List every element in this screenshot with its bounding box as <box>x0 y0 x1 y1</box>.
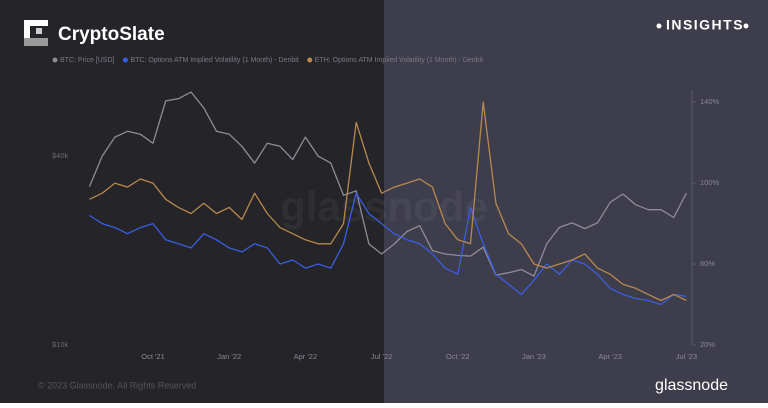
badge-dot <box>743 23 749 29</box>
series-line <box>89 192 687 306</box>
y2-tick-label: 100% <box>700 178 720 187</box>
y2-tick-label: 140% <box>700 97 720 106</box>
badge: INSIGHTS <box>666 17 744 33</box>
x-tick-label: Oct '22 <box>446 352 470 361</box>
x-tick-label: Jul '22 <box>371 352 392 361</box>
x-tick-label: Oct '21 <box>141 352 165 361</box>
watermark: glassnode <box>280 183 488 230</box>
y-tick-label: $40k <box>52 151 69 160</box>
x-tick-label: Jan '22 <box>217 352 241 361</box>
x-tick-label: Jul '23 <box>676 352 697 361</box>
legend-swatch <box>122 57 128 63</box>
legend-swatch <box>307 57 313 63</box>
copyright: © 2023 Glassnode. All Rights Reserved <box>38 380 196 390</box>
x-tick-label: Apr '23 <box>598 352 622 361</box>
footer-logo: glassnode <box>655 377 728 394</box>
brand: CryptoSlate <box>58 24 165 45</box>
y2-tick-label: 20% <box>700 340 715 349</box>
y-tick-label: $10k <box>52 340 69 349</box>
background-left <box>0 0 384 403</box>
logo-icon <box>24 20 48 46</box>
legend: BTC: Price [USD] BTC: Options ATM Implied… <box>52 57 483 64</box>
legend-label: ETH: Options ATM Implied Volatility (1 M… <box>315 57 483 64</box>
y2-tick-label: 60% <box>700 259 715 268</box>
legend-swatch <box>52 57 58 63</box>
background-right <box>384 0 768 403</box>
legend-label: BTC: Price [USD] <box>60 57 115 64</box>
badge-dot <box>656 23 662 29</box>
x-tick-label: Apr '22 <box>294 352 318 361</box>
x-tick-label: Jan '23 <box>522 352 546 361</box>
series-line <box>88 91 687 277</box>
series-line <box>89 101 687 302</box>
legend-label: BTC: Options ATM Implied Volatility (1 M… <box>130 57 298 64</box>
